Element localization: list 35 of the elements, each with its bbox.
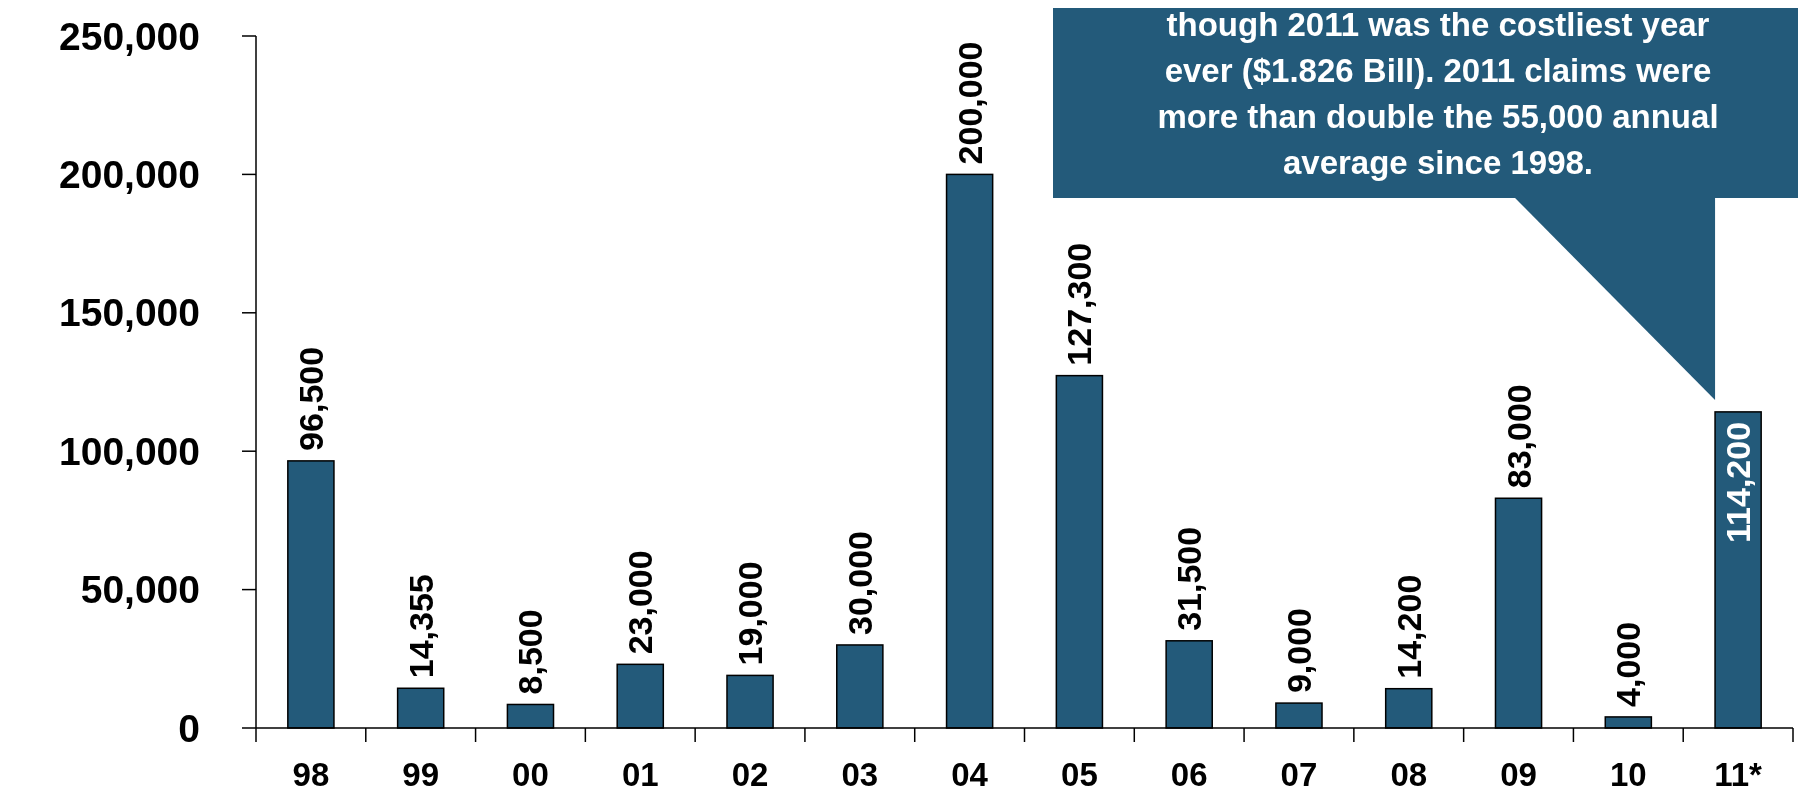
- x-tick-label: 09: [1500, 756, 1537, 793]
- x-tick-label: 05: [1061, 756, 1098, 793]
- y-tick-label: 150,000: [59, 291, 200, 335]
- data-label: 4,000: [1609, 621, 1648, 707]
- x-tick-label: 08: [1390, 756, 1428, 793]
- y-tick-label: 100,000: [59, 429, 200, 473]
- x-tick-label: 03: [841, 756, 879, 793]
- data-label: 30,000: [840, 530, 879, 635]
- data-label: 19,000: [731, 561, 770, 666]
- x-tick-label: 06: [1170, 756, 1208, 793]
- data-label: 9,000: [1279, 607, 1318, 694]
- data-label: 127,300: [1060, 242, 1099, 366]
- data-label: 23,000: [621, 550, 660, 655]
- data-label: 31,500: [1170, 526, 1209, 631]
- x-tick-label: 04: [951, 756, 989, 793]
- x-tick-label: 99: [402, 756, 440, 793]
- y-tick-label: 50,000: [80, 568, 200, 612]
- data-label: 8,500: [511, 609, 550, 695]
- x-tick-label: 98: [292, 756, 330, 793]
- x-tick-label: 10: [1609, 756, 1647, 793]
- y-tick-label: 0: [178, 706, 200, 750]
- data-label: 200,000: [950, 41, 989, 165]
- data-label: 14,200: [1389, 574, 1428, 679]
- data-label: 114,200: [1719, 421, 1758, 543]
- data-label: 83,000: [1499, 384, 1538, 489]
- x-tick-label: 01: [621, 756, 659, 793]
- x-tick-label: 00: [512, 756, 549, 793]
- annotation: though 2011 was the costliest year ever ($1.826 Bill). 2011 claims were more than double the 55,000 annual average since 1998.: [1157, 6, 1719, 181]
- y-tick-label: 250,000: [59, 14, 200, 58]
- data-label: 96,500: [291, 346, 330, 451]
- y-tick-label: 200,000: [59, 153, 200, 197]
- x-tick-label: 07: [1280, 756, 1318, 793]
- data-label: 14,355: [401, 574, 440, 679]
- x-tick-label: 02: [731, 756, 769, 793]
- x-tick-label: 11*: [1714, 756, 1763, 793]
